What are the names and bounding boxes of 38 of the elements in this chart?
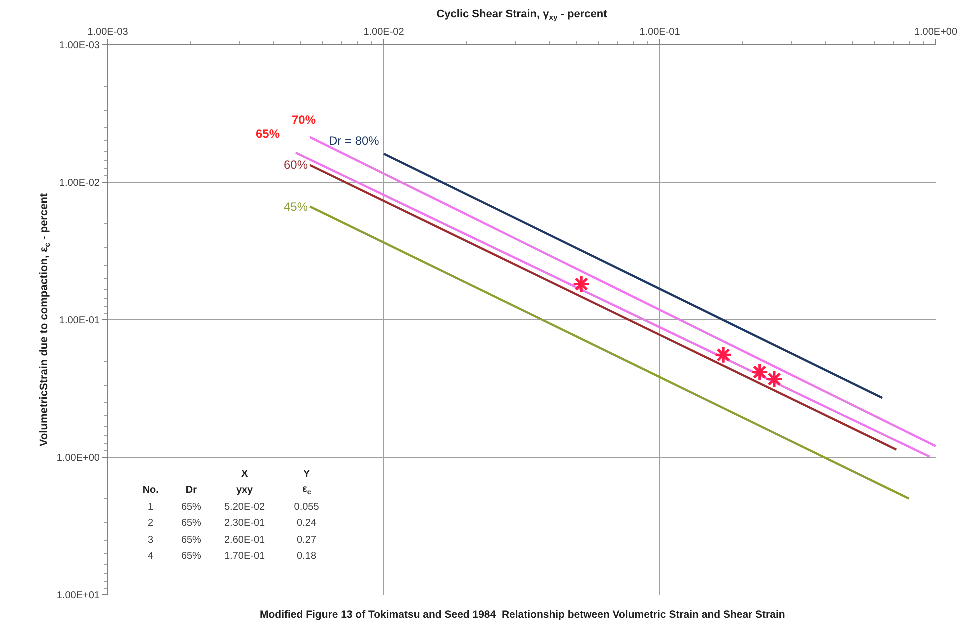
- x-tick-label: 1.00E+00: [914, 27, 958, 38]
- annotation: 1: [148, 502, 154, 513]
- annotation: 65%: [181, 534, 202, 546]
- annotation: 2.60E-01: [224, 534, 266, 546]
- x-tick-label: 1.00E-03: [88, 27, 129, 38]
- annotation: X: [242, 468, 248, 480]
- annotation: 5.20E-02: [224, 502, 266, 513]
- annotation: 0.18: [297, 550, 317, 562]
- annotation: 2: [148, 518, 154, 529]
- y-tick-label: 1.00E-02: [59, 178, 100, 189]
- x-axis-title: Cyclic Shear Strain, γ$_{xy}$ - percent: [436, 8, 608, 22]
- annotation: 0.24: [297, 518, 317, 529]
- text: Modified Figure 13 of Tokimatsu and Seed 1984 Relationship between Volumetric Strain and Shear Strain: [260, 609, 786, 621]
- y-tick-label: 1.00E-03: [59, 40, 100, 52]
- annotation: 4: [148, 550, 154, 562]
- annotation: Y: [304, 468, 310, 480]
- annotation: 0.27: [297, 534, 317, 546]
- series-label: 65%: [256, 127, 280, 141]
- annotation: 2.30E-01: [224, 518, 266, 529]
- annotation: Dr: [186, 484, 198, 496]
- series-label: Dr = 80%: [329, 134, 380, 148]
- annotation: 1.70E-01: [224, 550, 266, 562]
- annotation: 65%: [181, 518, 202, 529]
- series-label: 45%: [284, 200, 308, 214]
- annotation: yxy: [236, 484, 254, 496]
- series-label: 70%: [292, 113, 316, 127]
- y-tick-label: 1.00E+00: [56, 453, 100, 464]
- y-tick-label: 1.00E-01: [59, 316, 100, 326]
- annotation: 65%: [181, 550, 202, 562]
- annotation: No.: [142, 484, 160, 496]
- annotation: ε$_{c}$: [302, 484, 312, 496]
- annotation: 3: [148, 534, 154, 546]
- series-label: 60%: [284, 158, 308, 172]
- annotation: 0.055: [294, 502, 320, 513]
- annotation: 65%: [181, 502, 202, 513]
- x-tick-label: 1.00E-02: [364, 27, 405, 38]
- x-tick-label: 1.00E-01: [640, 27, 681, 38]
- y-tick-label: 1.00E+01: [56, 590, 100, 602]
